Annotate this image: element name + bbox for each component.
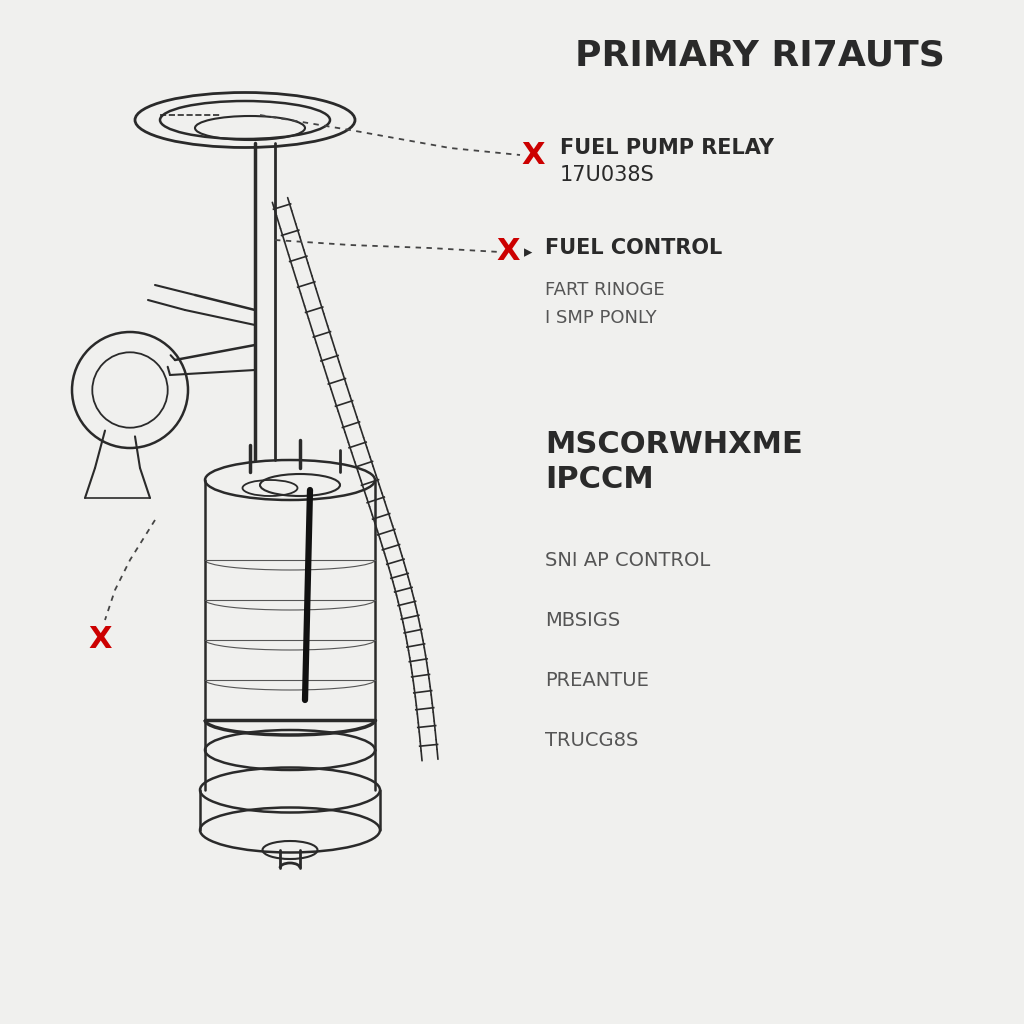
Text: PREANTUE: PREANTUE <box>545 671 649 689</box>
Text: MBSIGS: MBSIGS <box>545 610 621 630</box>
Text: TRUCG8S: TRUCG8S <box>545 730 638 750</box>
Text: FUEL CONTROL: FUEL CONTROL <box>545 238 722 258</box>
Text: X: X <box>88 626 112 654</box>
Text: FUEL PUMP RELAY: FUEL PUMP RELAY <box>560 138 774 158</box>
Text: MSCORWHXME
IPCCM: MSCORWHXME IPCCM <box>545 430 803 494</box>
Text: 17U038S: 17U038S <box>560 165 654 185</box>
Text: PRIMARY RI7AUTS: PRIMARY RI7AUTS <box>575 38 945 72</box>
Text: X: X <box>497 238 520 266</box>
Text: ▸: ▸ <box>524 243 532 261</box>
Text: I SMP PONLY: I SMP PONLY <box>545 309 656 327</box>
Text: X: X <box>521 140 545 170</box>
Text: FART RINOGE: FART RINOGE <box>545 281 665 299</box>
Text: SNI AP CONTROL: SNI AP CONTROL <box>545 551 711 569</box>
